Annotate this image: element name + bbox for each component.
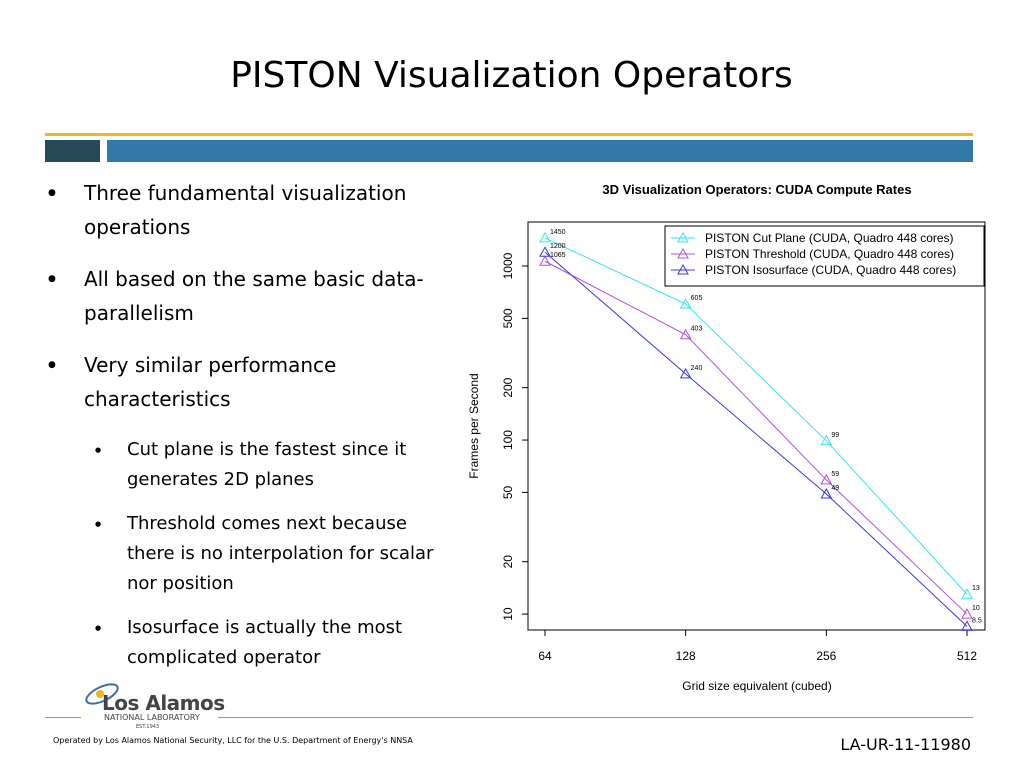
legend-marker bbox=[677, 231, 689, 243]
legend-label: PISTON Cut Plane (CUDA, Quadro 448 cores… bbox=[705, 231, 954, 245]
y-tick-label: 200 bbox=[501, 377, 515, 397]
point-marker bbox=[679, 297, 692, 309]
point-marker bbox=[820, 473, 833, 485]
bullet: Very similar performance characteristics bbox=[48, 348, 448, 416]
point-marker bbox=[820, 487, 833, 499]
y-tick-label: 10 bbox=[501, 607, 515, 621]
slide-title: PISTON Visualization Operators bbox=[230, 55, 793, 96]
data-label: 605 bbox=[691, 295, 703, 302]
data-label: 10 bbox=[972, 605, 980, 612]
logo-est: EST.1943 bbox=[136, 724, 160, 730]
x-tick-label: 256 bbox=[816, 649, 836, 663]
series-line bbox=[544, 237, 968, 595]
y-tick-label: 20 bbox=[501, 555, 515, 569]
x-tick-label: 128 bbox=[676, 649, 696, 663]
sub-bullet-list: Cut plane is the fastest since it genera… bbox=[95, 435, 440, 687]
data-label: 1200 bbox=[550, 243, 566, 250]
series-line bbox=[544, 260, 968, 615]
y-tick-label: 100 bbox=[501, 430, 515, 450]
y-tick-label: 50 bbox=[501, 485, 515, 499]
point-marker bbox=[961, 588, 973, 599]
point-marker bbox=[539, 246, 551, 257]
doc-id: LA-UR-11-11980 bbox=[840, 735, 971, 754]
point-marker bbox=[539, 231, 551, 243]
footer: Operated by Los Alamos National Security… bbox=[53, 736, 413, 745]
logo-sub: NATIONAL LABORATORY bbox=[104, 713, 200, 722]
point-marker bbox=[539, 255, 551, 266]
logo-mark bbox=[85, 683, 119, 705]
y-tick-label: 1000 bbox=[501, 252, 515, 279]
x-tick-label: 512 bbox=[957, 649, 977, 663]
point-marker bbox=[679, 367, 692, 379]
data-label: 13 bbox=[972, 585, 980, 592]
rule bbox=[218, 717, 973, 718]
y-axis-label: Frames per Second bbox=[467, 373, 481, 478]
series-line bbox=[544, 251, 968, 627]
point-marker bbox=[679, 328, 692, 340]
data-label: 1450 bbox=[550, 229, 566, 236]
data-label: 59 bbox=[831, 471, 839, 478]
point-marker bbox=[961, 608, 973, 619]
gold-rule bbox=[45, 133, 973, 136]
rule bbox=[45, 717, 81, 718]
y-tick-label: 500 bbox=[501, 308, 515, 328]
chart-title: 3D Visualization Operators: CUDA Compute… bbox=[602, 182, 911, 197]
sub-bullet: Cut plane is the fastest since it genera… bbox=[95, 435, 440, 495]
legend-marker bbox=[677, 247, 689, 259]
data-label: 99 bbox=[831, 432, 839, 439]
blue-bar bbox=[107, 140, 973, 162]
point-marker bbox=[820, 434, 833, 446]
data-label: 49 bbox=[831, 485, 839, 492]
dark-block bbox=[45, 140, 100, 162]
bullet: All based on the same basic data-paralle… bbox=[48, 262, 448, 330]
x-axis-label: Grid size equivalent (cubed) bbox=[682, 679, 831, 693]
legend-label: PISTON Threshold (CUDA, Quadro 448 cores… bbox=[705, 247, 954, 261]
sub-bullet: Threshold comes next because there is no… bbox=[95, 509, 440, 599]
x-tick-label: 64 bbox=[538, 649, 552, 663]
sub-bullet: Isosurface is actually the most complica… bbox=[95, 613, 440, 673]
data-label: 240 bbox=[691, 365, 703, 372]
legend-label: PISTON Isosurface (CUDA, Quadro 448 core… bbox=[705, 263, 956, 277]
plot-frame bbox=[527, 221, 986, 631]
data-label: 403 bbox=[691, 326, 703, 333]
logo-name: Los Alamos bbox=[102, 691, 225, 715]
bullet-list: Three fundamental visualization operatio… bbox=[48, 176, 448, 434]
point-marker bbox=[961, 620, 973, 631]
legend-marker bbox=[677, 263, 689, 275]
legend-box bbox=[664, 225, 985, 287]
data-label: 1065 bbox=[550, 252, 566, 259]
data-label: 8.5 bbox=[972, 617, 982, 624]
bullet: Three fundamental visualization operatio… bbox=[48, 176, 448, 244]
